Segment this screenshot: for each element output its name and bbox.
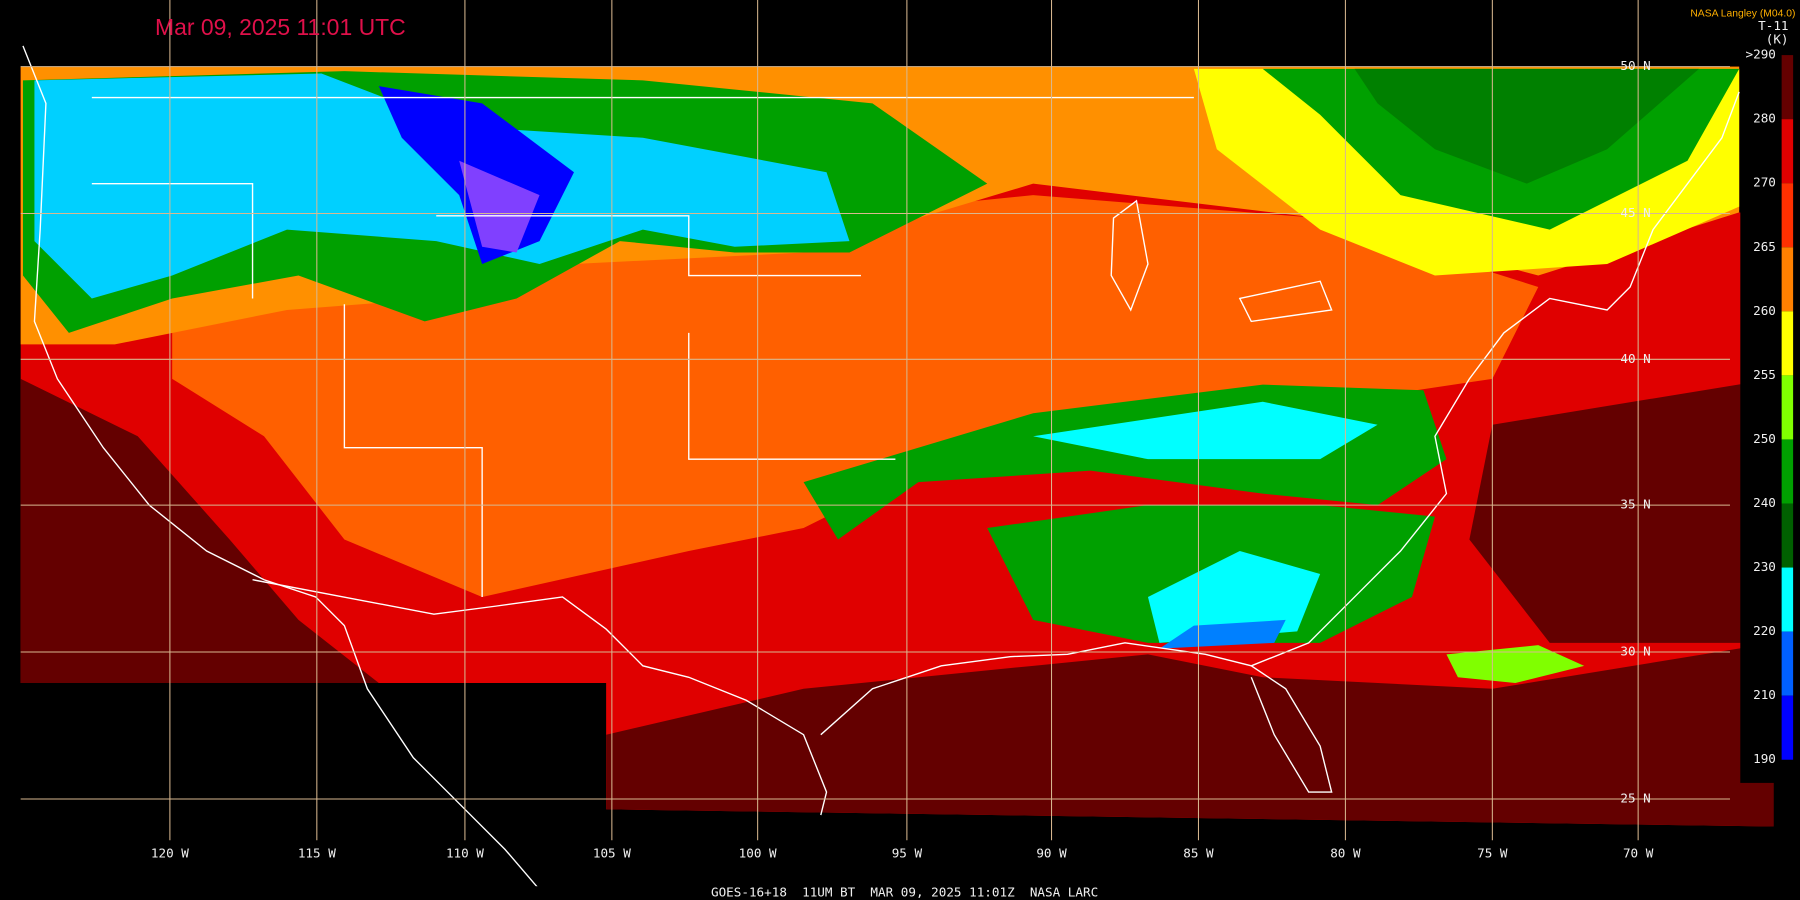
colorbar-segment: [1781, 439, 1794, 504]
longitude-label: 100 W: [739, 846, 777, 861]
great-lakes: [1110, 199, 1333, 323]
longitude-label: 110 W: [446, 846, 484, 861]
colorbar: >290 280 270 265 260 255 250 240 230 220 210 190: [1746, 47, 1794, 766]
colorbar-segment: [1781, 503, 1794, 568]
colorbar-label: 230: [1753, 559, 1776, 574]
longitude-label: 120 W: [151, 846, 189, 861]
colorbar-segment: [1781, 119, 1794, 184]
colorbar-segment: [1781, 375, 1794, 440]
imagery: [20, 66, 1774, 827]
graticule: 50 N 45 N 40 N 35 N 30 N 25 N 120 W 115 W 110 W 1…: [20, 0, 1730, 861]
unit: (K): [1766, 32, 1789, 47]
colorbar-label: 250: [1753, 431, 1776, 446]
colorbar-label: 260: [1753, 303, 1776, 318]
latitude-label: 30 N: [1620, 644, 1650, 659]
colorbar-segment: [1781, 311, 1794, 376]
cold-top: [459, 160, 540, 253]
gulf-warm: [606, 642, 1774, 827]
channel: T-11: [1758, 18, 1788, 33]
atlantic-cell: [1446, 645, 1585, 684]
footer: GOES-16+18 11UM BT MAR 09, 2025 11:01Z N…: [711, 885, 1098, 900]
timestamp-title: Mar 09, 2025 11:01 UTC: [155, 14, 406, 40]
footer-bar: [0, 886, 1800, 900]
nw-cyan: [34, 73, 850, 299]
se-cyan: [1147, 551, 1321, 643]
colorbar-label: 190: [1753, 751, 1776, 766]
state-borders: [91, 96, 1194, 597]
colorbar-label: 255: [1753, 367, 1776, 382]
longitude-label: 90 W: [1036, 846, 1067, 861]
colorbar-label: >290: [1746, 47, 1776, 62]
colorbar-segment: [1781, 183, 1794, 248]
boundaries: [22, 45, 1740, 891]
colorbar-label: 270: [1753, 175, 1776, 190]
east-coast: [1251, 91, 1740, 667]
colorbar-label: 265: [1753, 239, 1776, 254]
ne-dark-green: [1354, 68, 1699, 184]
mexico-border: [252, 579, 828, 816]
atlantic-warm: [1469, 378, 1774, 643]
longitude-label: 75 W: [1477, 846, 1508, 861]
colorbar-segment: [1781, 695, 1794, 760]
colorbar-label: 280: [1753, 111, 1776, 126]
pacific-warm: [20, 378, 379, 684]
longitude-label: 85 W: [1183, 846, 1214, 861]
latitude-label: 25 N: [1620, 790, 1650, 805]
latitude-label: 50 N: [1620, 58, 1650, 73]
colorbar-segment: [1781, 247, 1794, 312]
latitude-label: 40 N: [1620, 351, 1650, 366]
longitude-label: 70 W: [1623, 846, 1654, 861]
colorbar-segment: [1781, 631, 1794, 696]
colorbar-label: 220: [1753, 623, 1776, 638]
latitude-label: 35 N: [1620, 497, 1650, 512]
colorbar-segment: [1781, 55, 1794, 120]
se-blue: [1159, 619, 1286, 649]
credit: NASA Langley (M04.0): [1690, 9, 1795, 20]
colorbar-label: 240: [1753, 495, 1776, 510]
west-coast: [22, 45, 541, 891]
longitude-label: 95 W: [892, 846, 923, 861]
longitude-label: 80 W: [1330, 846, 1361, 861]
colorbar-label: 210: [1753, 687, 1776, 702]
longitude-label: 105 W: [593, 846, 631, 861]
gulf-coast: [820, 642, 1333, 793]
colorbar-segment: [1781, 567, 1794, 632]
longitude-label: 115 W: [298, 846, 336, 861]
front-cyan: [1033, 401, 1378, 460]
latitude-label: 45 N: [1620, 205, 1650, 220]
